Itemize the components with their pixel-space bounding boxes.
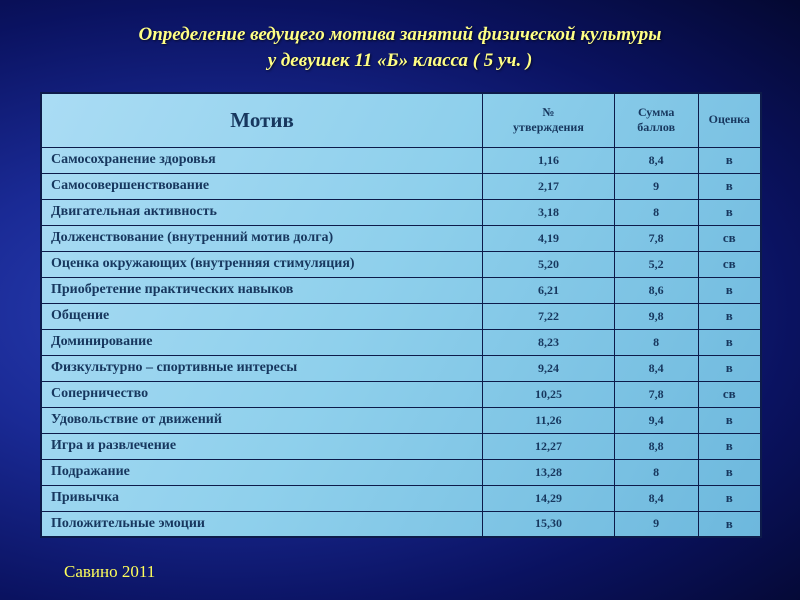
table-row: Самосовершенствование 2,17 9 в xyxy=(40,172,762,200)
table-row: Двигательная активность 3,18 8 в xyxy=(40,198,762,226)
table-row: Доминирование 8,23 8 в xyxy=(40,328,762,356)
header-statement-number: № утверждения xyxy=(482,92,615,148)
header-score-line2: баллов xyxy=(637,120,676,135)
motive-cell: Самосохранение здоровья xyxy=(40,146,484,174)
motive-cell: Общение xyxy=(40,302,484,330)
table-row: Игра и развлечение 12,27 8,8 в xyxy=(40,432,762,460)
motive-cell: Привычка xyxy=(40,484,484,512)
slide-title: Определение ведущего мотива занятий физи… xyxy=(0,0,800,73)
motive-cell: Подражание xyxy=(40,458,484,486)
statement-number-cell: 12,27 xyxy=(482,432,615,460)
score-sum-cell: 9 xyxy=(613,172,699,200)
table-row: Удовольствие от движений 11,26 9,4 в xyxy=(40,406,762,434)
grade-cell: в xyxy=(697,406,762,434)
score-sum-cell: 8,4 xyxy=(613,484,699,512)
motive-cell: Удовольствие от движений xyxy=(40,406,484,434)
score-sum-cell: 8,4 xyxy=(613,146,699,174)
table-row: Приобретение практических навыков 6,21 8,6… xyxy=(40,276,762,304)
statement-number-cell: 13,28 xyxy=(482,458,615,486)
table-row: Подражание 13,28 8 в xyxy=(40,458,762,486)
grade-cell: в xyxy=(697,172,762,200)
header-statement-line1: № xyxy=(542,104,555,119)
statement-number-cell: 7,22 xyxy=(482,302,615,330)
grade-cell: в xyxy=(697,328,762,356)
table-row: Общение 7,22 9,8 в xyxy=(40,302,762,330)
grade-cell: в xyxy=(697,354,762,382)
statement-number-cell: 1,16 xyxy=(482,146,615,174)
motive-cell: Положительные эмоции xyxy=(40,510,484,538)
score-sum-cell: 8,8 xyxy=(613,432,699,460)
motive-cell: Оценка окружающих (внутренняя стимуляция… xyxy=(40,250,484,278)
motive-table-container: Мотив № утверждения Сумма баллов Оценка … xyxy=(40,92,762,538)
grade-cell: св xyxy=(697,224,762,252)
table-row: Соперничество 10,25 7,8 св xyxy=(40,380,762,408)
header-score-line1: Сумма xyxy=(637,104,675,119)
header-motive: Мотив xyxy=(40,92,484,148)
table-row: Самосохранение здоровья 1,16 8,4 в xyxy=(40,146,762,174)
statement-number-cell: 15,30 xyxy=(482,510,615,538)
motive-cell: Долженствование (внутренний мотив долга) xyxy=(40,224,484,252)
statement-number-cell: 2,17 xyxy=(482,172,615,200)
grade-cell: в xyxy=(697,432,762,460)
statement-number-cell: 14,29 xyxy=(482,484,615,512)
motive-table: Мотив № утверждения Сумма баллов Оценка … xyxy=(40,92,762,538)
score-sum-cell: 7,8 xyxy=(613,380,699,408)
score-sum-cell: 7,8 xyxy=(613,224,699,252)
slide-title-line1: Определение ведущего мотива занятий физи… xyxy=(138,24,662,45)
motive-cell: Физкультурно – спортивные интересы xyxy=(40,354,484,382)
grade-cell: в xyxy=(697,302,762,330)
statement-number-cell: 4,19 xyxy=(482,224,615,252)
grade-cell: св xyxy=(697,250,762,278)
header-score-sum: Сумма баллов xyxy=(613,92,699,148)
score-sum-cell: 8 xyxy=(613,458,699,486)
statement-number-cell: 6,21 xyxy=(482,276,615,304)
score-sum-cell: 9,4 xyxy=(613,406,699,434)
statement-number-cell: 11,26 xyxy=(482,406,615,434)
score-sum-cell: 8,4 xyxy=(613,354,699,382)
statement-number-cell: 5,20 xyxy=(482,250,615,278)
motive-cell: Игра и развлечение xyxy=(40,432,484,460)
motive-cell: Самосовершенствование xyxy=(40,172,484,200)
statement-number-cell: 3,18 xyxy=(482,198,615,226)
score-sum-cell: 5,2 xyxy=(613,250,699,278)
table-row: Привычка 14,29 8,4 в xyxy=(40,484,762,512)
grade-cell: в xyxy=(697,198,762,226)
grade-cell: в xyxy=(697,146,762,174)
statement-number-cell: 8,23 xyxy=(482,328,615,356)
motive-cell: Доминирование xyxy=(40,328,484,356)
table-row: Оценка окружающих (внутренняя стимуляция… xyxy=(40,250,762,278)
score-sum-cell: 8 xyxy=(613,328,699,356)
score-sum-cell: 9 xyxy=(613,510,699,538)
table-body: Самосохранение здоровья 1,16 8,4 в Самосовер… xyxy=(40,146,762,538)
grade-cell: в xyxy=(697,276,762,304)
statement-number-cell: 9,24 xyxy=(482,354,615,382)
score-sum-cell: 9,8 xyxy=(613,302,699,330)
table-row: Долженствование (внутренний мотив долга)… xyxy=(40,224,762,252)
footer-credit: Савино 2011 xyxy=(64,562,156,581)
slide-title-line2: у девушек 11 «Б» класса ( 5 уч. ) xyxy=(267,49,533,71)
grade-cell: в xyxy=(697,510,762,538)
score-sum-cell: 8,6 xyxy=(613,276,699,304)
grade-cell: св xyxy=(697,380,762,408)
score-sum-cell: 8 xyxy=(613,198,699,226)
header-statement-line2: утверждения xyxy=(513,120,584,135)
motive-cell: Двигательная активность xyxy=(40,198,484,226)
grade-cell: в xyxy=(697,484,762,512)
motive-cell: Приобретение практических навыков xyxy=(40,276,484,304)
table-row: Физкультурно – спортивные интересы 9,24 8,… xyxy=(40,354,762,382)
motive-cell: Соперничество xyxy=(40,380,484,408)
table-header-row: Мотив № утверждения Сумма баллов Оценка xyxy=(40,92,762,148)
header-grade: Оценка xyxy=(697,92,762,148)
grade-cell: в xyxy=(697,458,762,486)
statement-number-cell: 10,25 xyxy=(482,380,615,408)
table-row: Положительные эмоции 15,30 9 в xyxy=(40,510,762,538)
table-header: Мотив № утверждения Сумма баллов Оценка xyxy=(40,92,762,148)
